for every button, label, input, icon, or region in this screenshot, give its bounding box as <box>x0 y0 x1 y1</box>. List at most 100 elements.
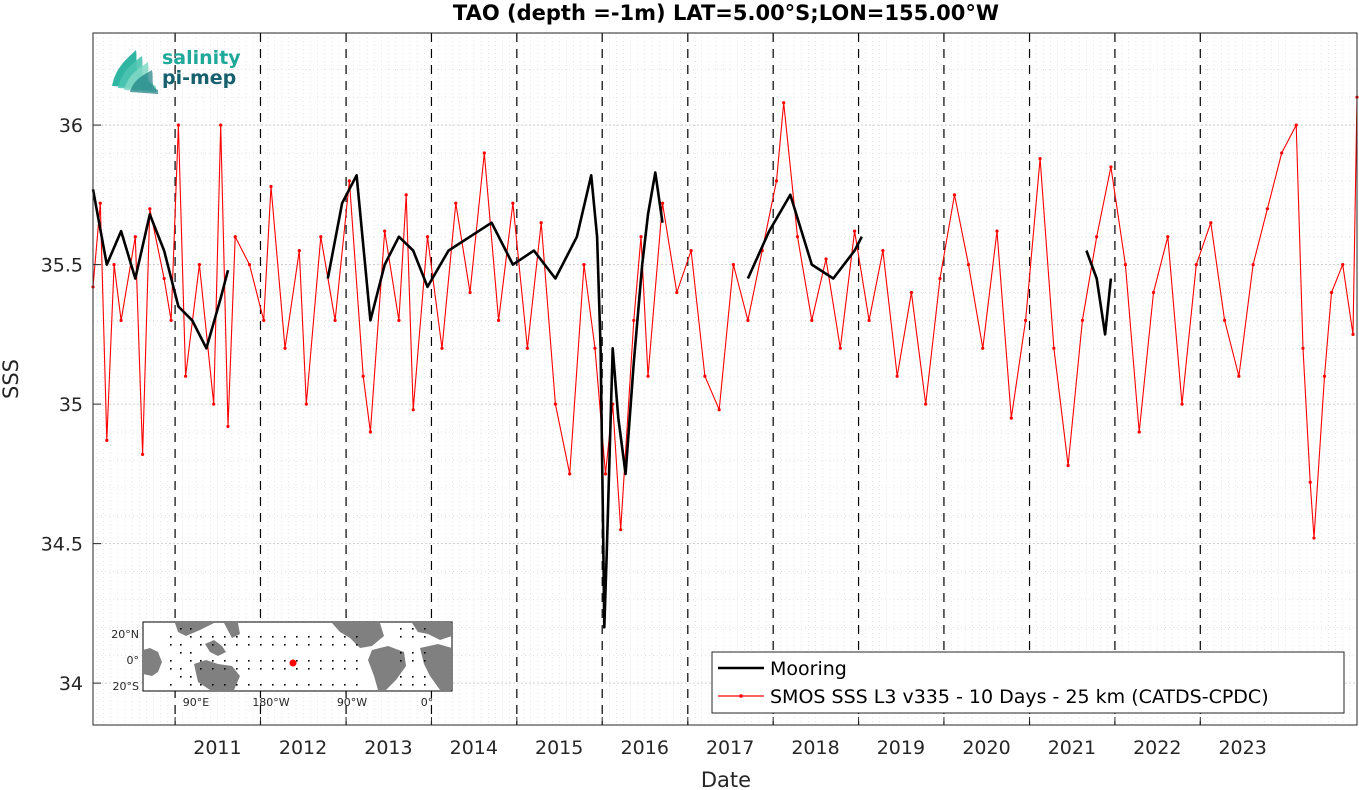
inset-buoy <box>344 636 346 638</box>
x-tick-label: 2021 <box>1048 737 1096 759</box>
series-point <box>646 374 650 378</box>
series-point <box>262 318 266 323</box>
series-point <box>553 402 558 406</box>
series-point <box>233 235 237 239</box>
inset-buoy <box>356 668 358 670</box>
series-point <box>219 123 223 127</box>
inset-buoy <box>424 660 426 662</box>
y-tick-label: 35.5 <box>41 255 83 277</box>
inset-buoy <box>236 660 238 662</box>
series-point <box>454 201 458 205</box>
inset-lon-label-90w: 90°W <box>337 696 367 709</box>
inset-buoy <box>236 636 238 638</box>
inset-buoy <box>170 660 172 662</box>
series-point <box>1052 346 1056 350</box>
legend-smos-label: SMOS SSS L3 v335 - 10 Days - 25 km (CATD… <box>770 686 1269 708</box>
inset-lat-label-20n: 20°N <box>111 628 139 641</box>
inset-buoy <box>308 684 310 686</box>
inset-buoy <box>170 684 172 686</box>
series-point <box>397 318 401 323</box>
series-point <box>1194 262 1198 267</box>
series-point <box>746 318 750 323</box>
inset-buoy <box>248 636 250 638</box>
inset-buoy <box>284 684 286 686</box>
inset-buoy <box>248 684 250 686</box>
inset-buoy <box>170 668 172 670</box>
series-point <box>867 318 871 323</box>
inset-buoy <box>190 652 192 654</box>
series-point <box>496 318 501 323</box>
inset-lon-label-180w: 180°W <box>252 696 289 709</box>
series-point <box>1312 536 1316 540</box>
series-point <box>852 229 857 233</box>
salinity-pi-mep-logo: salinity pi-mep <box>112 47 241 94</box>
inset-buoy <box>296 636 298 638</box>
series-point <box>1023 318 1028 323</box>
inset-buoy <box>308 636 310 638</box>
series-point <box>603 472 608 476</box>
x-tick-label: 2022 <box>1133 737 1181 759</box>
inset-buoy <box>190 684 192 686</box>
inset-buoy <box>170 636 172 638</box>
inset-buoy <box>200 668 202 670</box>
inset-buoy <box>424 676 426 678</box>
series-point <box>1080 318 1085 323</box>
inset-buoy <box>170 644 172 646</box>
inset-buoy <box>260 684 262 686</box>
inset-buoy <box>308 660 310 662</box>
inset-buoy <box>260 644 262 646</box>
logo-line2: pi-mep <box>162 67 236 89</box>
inset-buoy <box>212 660 214 662</box>
inset-buoy <box>356 660 358 662</box>
series-point <box>1351 332 1355 336</box>
x-axis-label: Date <box>701 768 751 790</box>
inset-buoy <box>400 636 402 638</box>
series-point <box>347 179 351 183</box>
series-point <box>119 318 123 323</box>
series-point <box>1341 262 1345 267</box>
inset-buoy <box>224 668 226 670</box>
inset-lat-label-0: 0° <box>127 654 140 667</box>
inset-buoy <box>296 644 298 646</box>
series-point <box>1209 221 1213 225</box>
inset-buoy <box>236 668 238 670</box>
inset-buoy <box>272 660 274 662</box>
inset-buoy <box>284 644 286 646</box>
inset-buoy <box>332 684 334 686</box>
inset-buoy <box>224 660 226 662</box>
inset-buoy <box>272 668 274 670</box>
legend-mooring-label: Mooring <box>770 658 847 680</box>
inset-lat-label-20s: 20°S <box>113 680 139 693</box>
inset-buoy <box>400 628 402 630</box>
inset-buoy <box>344 644 346 646</box>
inset-buoy <box>412 636 414 638</box>
x-tick-label: 2016 <box>621 737 669 759</box>
inset-buoy <box>332 668 334 670</box>
series-point <box>140 452 145 456</box>
series-point <box>1151 290 1156 295</box>
y-tick-label: 36 <box>59 115 83 137</box>
inset-buoy <box>412 676 414 678</box>
inset-buoy <box>284 660 286 662</box>
inset-buoy <box>424 628 426 630</box>
series-point <box>1180 402 1184 406</box>
series-point <box>1308 480 1312 484</box>
inset-buoy <box>424 684 426 686</box>
series-point <box>774 179 779 183</box>
inset-buoy <box>356 636 358 638</box>
series-point <box>660 201 665 205</box>
series-point <box>440 346 444 350</box>
inset-buoy <box>236 684 238 686</box>
inset-buoy <box>180 652 182 654</box>
series-point <box>895 374 899 378</box>
x-tick-label: 2020 <box>962 737 1010 759</box>
series-point <box>619 528 623 532</box>
inset-buoy <box>180 668 182 670</box>
series-point <box>411 408 415 412</box>
series-point <box>133 235 137 239</box>
inset-location-marker <box>289 659 297 667</box>
inset-buoy <box>180 644 182 646</box>
series-point <box>838 346 842 350</box>
series-point <box>482 151 486 155</box>
x-tick-label: 2017 <box>706 737 754 759</box>
